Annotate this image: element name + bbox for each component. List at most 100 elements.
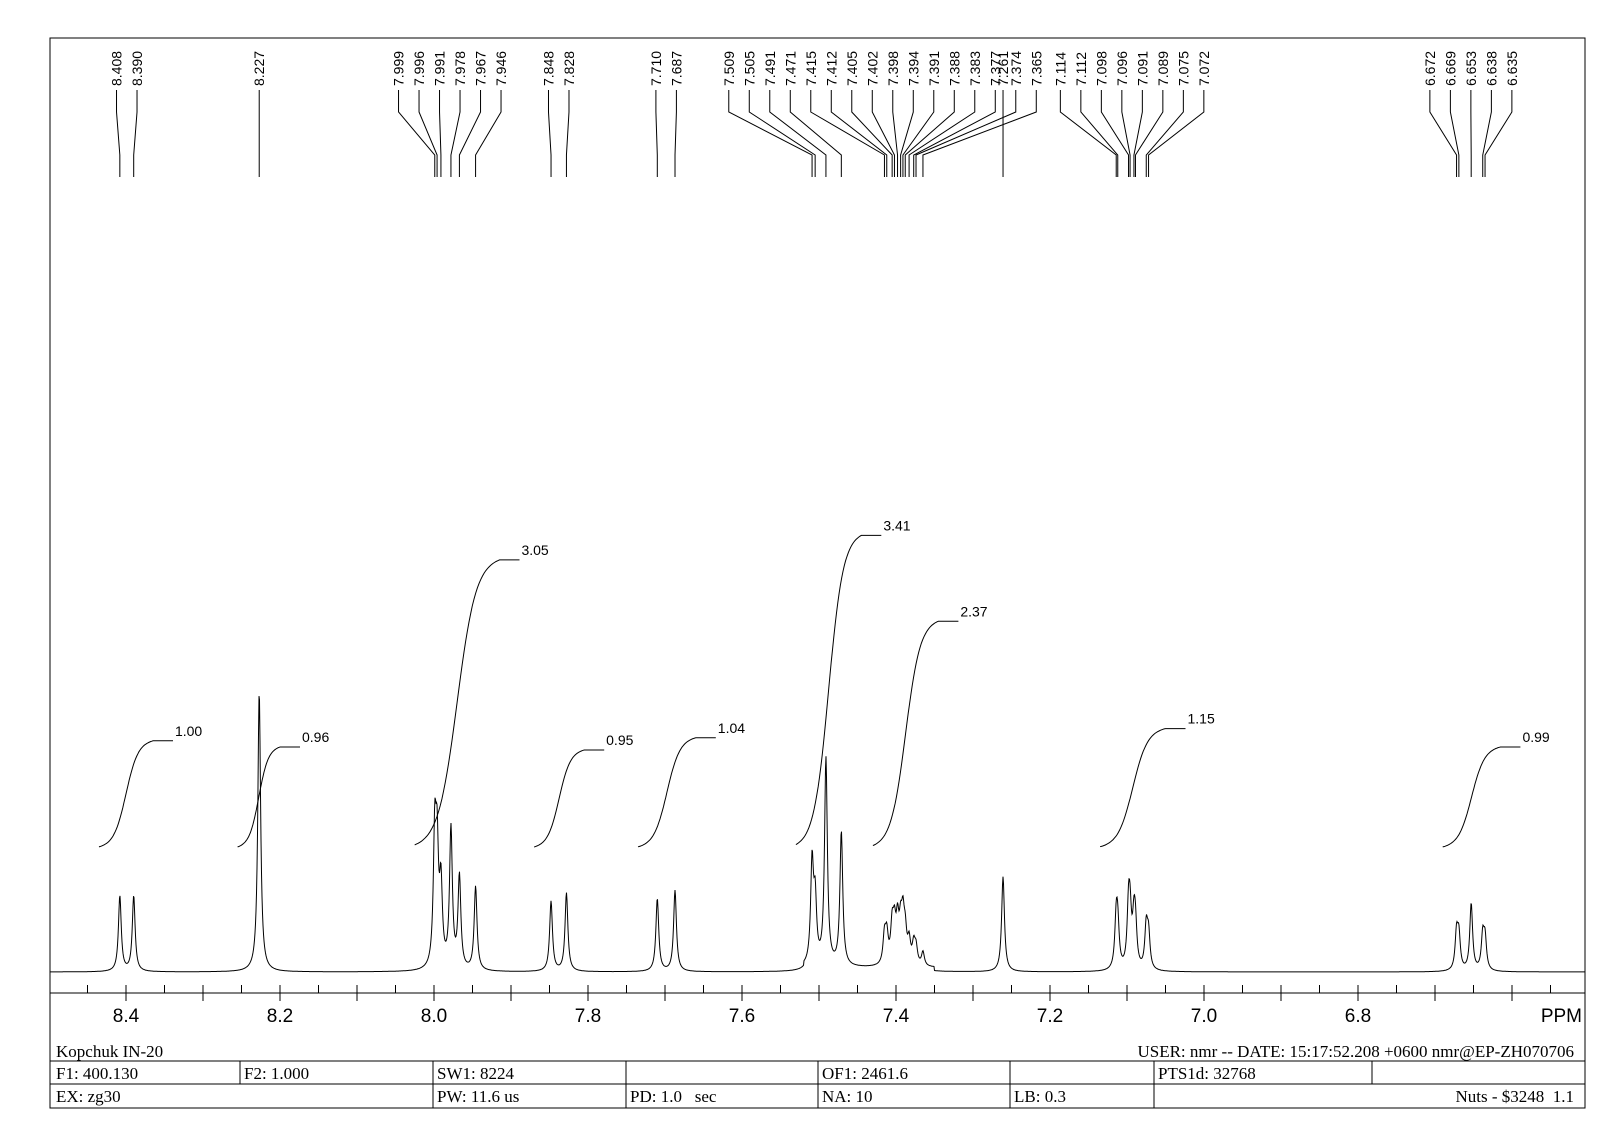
peak-connector bbox=[475, 90, 502, 177]
integral-curve bbox=[414, 559, 520, 846]
integral-curve bbox=[1442, 746, 1521, 848]
x-tick-label: 6.8 bbox=[1345, 1006, 1371, 1027]
peak-label: 7.848 bbox=[540, 51, 556, 86]
x-tick-label: 8.0 bbox=[421, 1006, 447, 1027]
spectrum-trace bbox=[50, 696, 1585, 973]
peak-label: 7.491 bbox=[762, 51, 778, 86]
peak-label: 7.391 bbox=[926, 51, 942, 86]
peak-connector bbox=[902, 90, 935, 177]
param-sw1: SW1: 8224 bbox=[437, 1064, 514, 1083]
peak-label: 7.687 bbox=[668, 51, 684, 86]
peak-connector bbox=[900, 90, 914, 177]
peak-label: 8.227 bbox=[251, 51, 267, 86]
peak-connector bbox=[892, 90, 899, 177]
peak-label: 6.635 bbox=[1504, 51, 1520, 86]
peak-label: 6.669 bbox=[1442, 51, 1458, 86]
integral-curve bbox=[795, 534, 882, 846]
peak-label: 7.098 bbox=[1093, 51, 1109, 86]
user-date-line: USER: nmr -- DATE: 15:17:52.208 +0600 nm… bbox=[1137, 1042, 1574, 1061]
peak-label: 6.672 bbox=[1422, 51, 1438, 86]
peak-connector bbox=[830, 90, 888, 177]
peak-label: 7.072 bbox=[1196, 51, 1212, 86]
integral-value: 1.00 bbox=[175, 723, 202, 739]
integral-value: 0.99 bbox=[1522, 729, 1549, 745]
peak-connector bbox=[1484, 90, 1513, 177]
integral-curve bbox=[637, 737, 716, 848]
peak-connector bbox=[1429, 90, 1458, 177]
peak-connector bbox=[1134, 90, 1164, 177]
integral-value: 1.15 bbox=[1188, 711, 1215, 727]
integral-value: 0.96 bbox=[302, 729, 329, 745]
peak-connector bbox=[810, 90, 885, 177]
peak-label: 7.412 bbox=[823, 51, 839, 86]
peak-connector bbox=[913, 90, 996, 177]
peak-label: 7.377 bbox=[987, 51, 1003, 86]
x-tick-label: 7.6 bbox=[729, 1006, 755, 1027]
param-f2: F2: 1.000 bbox=[244, 1064, 309, 1083]
peak-connector bbox=[655, 90, 658, 177]
param-pd: PD: 1.0 sec bbox=[630, 1087, 717, 1106]
x-tick-label: 8.4 bbox=[113, 1006, 140, 1027]
peak-label: 7.999 bbox=[391, 51, 407, 86]
peak-connector bbox=[439, 90, 442, 177]
x-tick-label: 8.2 bbox=[267, 1006, 293, 1027]
peak-label: 7.365 bbox=[1028, 51, 1044, 86]
peak-connector bbox=[547, 90, 552, 177]
parameter-footer: Kopchuk IN-20 USER: nmr -- DATE: 15:17:5… bbox=[50, 1042, 1585, 1108]
peak-label: 7.383 bbox=[967, 51, 983, 86]
peak-connector bbox=[398, 90, 436, 177]
peak-label: 7.398 bbox=[885, 51, 901, 86]
plot-frame bbox=[49, 37, 1586, 1109]
peak-label: 7.114 bbox=[1052, 52, 1068, 86]
integral-curve bbox=[872, 620, 959, 846]
integral-curve bbox=[1099, 728, 1186, 848]
integral-value: 3.41 bbox=[883, 517, 910, 533]
peak-connector bbox=[728, 90, 813, 177]
peak-connector bbox=[908, 90, 976, 177]
peak-label: 7.415 bbox=[803, 51, 819, 86]
peak-label: 7.991 bbox=[432, 51, 448, 86]
x-axis-label: PPM bbox=[1541, 1006, 1582, 1027]
peak-connector bbox=[789, 90, 842, 177]
peak-label: 7.946 bbox=[493, 51, 509, 86]
integral-curve bbox=[237, 746, 300, 848]
peak-connector bbox=[1121, 90, 1131, 177]
peak-connector bbox=[1148, 90, 1205, 177]
peak-label: 7.402 bbox=[864, 51, 880, 86]
peak-connector bbox=[904, 90, 955, 177]
peak-connector bbox=[133, 90, 138, 177]
peak-label: 7.828 bbox=[561, 51, 577, 86]
peak-label: 7.261 bbox=[995, 51, 1011, 86]
peak-connector bbox=[871, 90, 895, 177]
peak-label: 6.638 bbox=[1483, 51, 1499, 86]
peak-connector bbox=[565, 90, 570, 177]
x-tick-label: 7.2 bbox=[1037, 1006, 1063, 1027]
integral-value: 1.04 bbox=[718, 720, 745, 736]
param-lb: LB: 0.3 bbox=[1014, 1087, 1066, 1106]
peak-label: 7.710 bbox=[648, 51, 664, 86]
peak-label: 7.089 bbox=[1155, 51, 1171, 86]
peak-label: 6.653 bbox=[1463, 51, 1479, 86]
peak-label: 7.405 bbox=[844, 51, 860, 86]
integral-curve bbox=[533, 749, 605, 848]
peak-label: 7.096 bbox=[1114, 51, 1130, 86]
integral-value: 2.37 bbox=[960, 603, 987, 619]
param-pw: PW: 11.6 us bbox=[437, 1087, 519, 1106]
peak-connector bbox=[1482, 90, 1492, 177]
peak-connector bbox=[450, 90, 461, 177]
peak-connector bbox=[748, 90, 816, 177]
peak-label: 7.374 bbox=[1008, 51, 1024, 86]
peak-label: 7.505 bbox=[741, 51, 757, 86]
peak-label: 8.390 bbox=[129, 51, 145, 86]
peak-connector bbox=[851, 90, 893, 177]
param-pts1d: PTS1d: 32768 bbox=[1158, 1064, 1256, 1083]
peak-connector bbox=[674, 90, 677, 177]
peak-label: 7.388 bbox=[946, 51, 962, 86]
peak-connector bbox=[1145, 90, 1184, 177]
peak-label: 7.967 bbox=[473, 51, 489, 86]
integral-curve bbox=[98, 740, 173, 848]
peak-connector bbox=[769, 90, 827, 177]
peak-label: 8.408 bbox=[109, 51, 125, 86]
x-axis-ticks: 8.4 8.2 8.0 7.8 7.6 7.4 7.2 7.0 6.8 bbox=[87, 985, 1551, 1027]
peak-label: 7.996 bbox=[411, 51, 427, 86]
